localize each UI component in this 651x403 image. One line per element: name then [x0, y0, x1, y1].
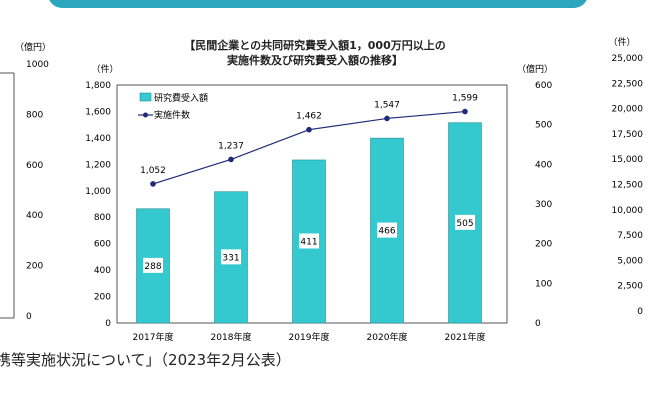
- legend-bar-swatch: [139, 92, 152, 102]
- right-partial-tick-label: 7,500: [617, 231, 643, 241]
- legend-bar-label: 研究費受入額: [154, 92, 208, 104]
- left-axis-tick-label: 1,400: [85, 134, 111, 144]
- right-partial-tick-label: 12,500: [612, 181, 644, 191]
- right-partial-tick-label: 5,000: [617, 256, 643, 266]
- line-data-label: 1,547: [374, 100, 400, 110]
- right-partial-tick-label: 10,000: [612, 206, 644, 216]
- right-partial-tick-label: 0: [637, 307, 643, 317]
- left-partial-tick-label: 200: [26, 262, 43, 272]
- left-axis-tick-label: 1,200: [85, 160, 111, 170]
- right-partial-unit: （件）: [608, 36, 635, 48]
- left-axis-tick-label: 1,600: [85, 107, 111, 117]
- legend-line-marker: [143, 112, 148, 118]
- line-point: [306, 126, 312, 133]
- x-axis-tick-label: 2020年度: [367, 331, 408, 343]
- right-partial-tick-label: 20,000: [612, 105, 644, 115]
- bar-data-label: 288: [144, 262, 161, 272]
- chart-title: 【民間企業との共同研究費受入額1，000万円以上の 実施件数及び研究費受入額の推…: [150, 38, 480, 68]
- bar-label-bg: [377, 222, 397, 238]
- bar-data-label: 411: [300, 237, 317, 247]
- right-partial-tick-label: 15,000: [612, 155, 644, 165]
- line-data-label: 1,599: [452, 94, 478, 104]
- right-axis-tick-label: 100: [535, 279, 552, 289]
- right-axis-tick-label: 600: [535, 81, 552, 91]
- bar-data-label: 331: [222, 253, 239, 263]
- header-banner: [48, 0, 588, 8]
- title-line-2: 実施件数及び研究費受入額の推移】: [227, 54, 403, 67]
- right-axis-tick-label: 500: [535, 121, 552, 131]
- line-point: [384, 115, 390, 122]
- line-point: [150, 181, 156, 187]
- bar-data-label: 505: [456, 219, 473, 229]
- bar-label-bg: [455, 214, 475, 230]
- bar-label-bg: [221, 249, 241, 265]
- left-partial-tick-label: 800: [26, 110, 43, 120]
- bar-label-bg: [143, 257, 163, 273]
- x-axis-tick-label: 2019年度: [289, 331, 330, 343]
- left-axis-tick-label: 1,800: [85, 81, 111, 91]
- left-axis-tick-label: 600: [94, 240, 111, 250]
- left-partial-tick-label: 600: [26, 161, 43, 171]
- left-axis-unit: （件）: [91, 63, 118, 75]
- left-axis-tick-label: 400: [94, 266, 111, 276]
- line-data-label: 1,052: [140, 166, 166, 176]
- left-axis-tick-label: 200: [94, 293, 111, 303]
- x-axis-tick-label: 2017年度: [133, 331, 174, 343]
- right-axis-unit: （億円）: [517, 63, 553, 75]
- left-partial-unit: （億円）: [15, 41, 51, 53]
- right-partial-tick-label: 25,000: [612, 54, 644, 64]
- left-axis-tick-label: 800: [94, 213, 111, 223]
- right-axis-tick-label: 300: [535, 200, 552, 210]
- bar-label-bg: [299, 233, 319, 249]
- right-partial-tick-label: 22,500: [612, 79, 644, 89]
- line-data-label: 1,237: [218, 141, 244, 151]
- left-axis-tick-label: 1,000: [85, 187, 111, 197]
- source-note: 携等実施状況について」（2023年2月公表）: [0, 351, 291, 369]
- line-point: [228, 156, 234, 163]
- line-point: [462, 108, 468, 115]
- right-partial-tick-label: 17,500: [612, 130, 644, 140]
- right-axis-tick-label: 400: [535, 160, 552, 170]
- legend-line-label: 実施件数: [154, 109, 190, 121]
- bar-data-label: 466: [378, 227, 395, 237]
- left-partial-tick-label: 400: [26, 211, 43, 221]
- left-partial-tick-label: 1000: [26, 60, 49, 70]
- left-axis-tick-label: 0: [105, 319, 111, 329]
- right-axis-tick-label: 200: [535, 240, 552, 250]
- left-partial-tick-label: 0: [26, 312, 32, 322]
- right-axis-tick-label: 0: [535, 319, 541, 329]
- x-axis-tick-label: 2018年度: [211, 331, 252, 343]
- x-axis-tick-label: 2021年度: [445, 331, 486, 343]
- line-data-label: 1,462: [296, 112, 322, 122]
- right-partial-tick-label: 2,500: [617, 282, 643, 292]
- title-line-1: 【民間企業との共同研究費受入額1，000万円以上の: [184, 39, 446, 52]
